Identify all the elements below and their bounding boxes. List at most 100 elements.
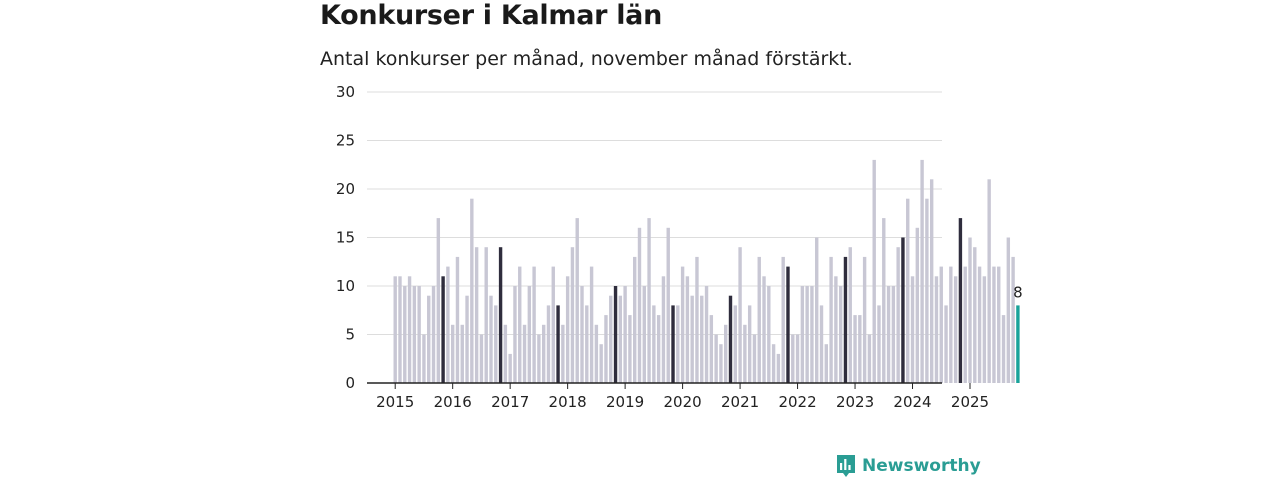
bar [417,286,421,383]
bar [599,344,603,383]
bar [647,218,651,383]
bar [527,286,532,383]
bar [934,276,939,383]
bar [953,276,958,383]
bar [805,286,809,383]
bar [867,334,872,383]
bar [724,324,728,383]
bar [666,227,670,383]
annotations: 8 [1013,283,1023,301]
y-tick-label: 15 [336,229,355,247]
bar [422,334,426,383]
bar [762,276,766,383]
bar [733,305,737,383]
bar [738,247,742,383]
bar [450,324,455,383]
bar-november [728,295,733,383]
gridlines [367,91,942,335]
x-tick-label: 2016 [434,393,472,411]
bar [747,305,752,383]
bar [685,276,690,383]
bar [628,315,632,383]
bar [412,286,417,383]
x-tick-label: 2025 [951,393,989,411]
bar [585,305,589,383]
bar [824,344,828,383]
bar [503,324,508,383]
bar [642,286,646,383]
bar [800,286,805,383]
bar [633,256,637,383]
bar [819,305,824,383]
y-axis-tick-labels: 0 5 10 15 20 25 30 [336,83,355,392]
bar [446,266,450,383]
bar [920,159,924,383]
bar [565,276,570,383]
bar [537,334,541,383]
bar [594,324,599,383]
bar-november [901,237,905,383]
bar [431,286,436,383]
x-tick-label: 2018 [549,393,587,411]
bar-november [671,305,675,383]
bar [896,247,900,383]
y-tick-label: 10 [336,277,355,295]
bar [522,324,527,383]
bar [949,266,953,383]
bar [700,295,704,383]
bar [489,295,493,383]
bar [997,266,1001,383]
bar [882,218,886,383]
bar [944,305,948,383]
bar-november [958,218,963,383]
bar [436,218,441,383]
bar [570,247,575,383]
bar [848,247,852,383]
bar [829,256,833,383]
bar [886,286,891,383]
bar [637,227,642,383]
bar [872,159,876,383]
x-tick-label: 2020 [664,393,702,411]
bar [968,237,972,383]
bar [656,315,661,383]
bar [465,295,469,383]
bar [551,266,555,383]
bar [427,295,431,383]
bar [494,305,498,383]
x-tick-label: 2023 [836,393,874,411]
bar [661,276,666,383]
bar [771,344,776,383]
bar-november [441,276,445,383]
bar [939,266,943,383]
bar [541,324,546,383]
bar [963,266,967,383]
bar [518,266,522,383]
y-tick-label: 5 [345,326,355,344]
bar [704,286,709,383]
bar [618,295,623,383]
bar [508,353,512,383]
bar [403,286,407,383]
bar [676,305,680,383]
bar [906,198,910,383]
bar [652,305,656,383]
bar [589,266,594,383]
x-axis-tick-labels: 2015 2016 2017 2018 2019 2020 2021 2022 2023 2024… [376,383,989,411]
newsworthy-chart-icon [837,455,855,477]
bar [973,247,977,383]
bar [853,315,857,383]
bar [982,276,987,383]
bar [815,237,819,383]
bar [474,247,479,383]
bar [460,324,464,383]
bar [752,334,757,383]
bar [838,286,843,383]
bar-november [843,256,848,383]
bar [546,305,551,383]
bar [877,305,881,383]
bar [795,334,800,383]
bar-november [786,266,790,383]
bar [398,276,402,383]
